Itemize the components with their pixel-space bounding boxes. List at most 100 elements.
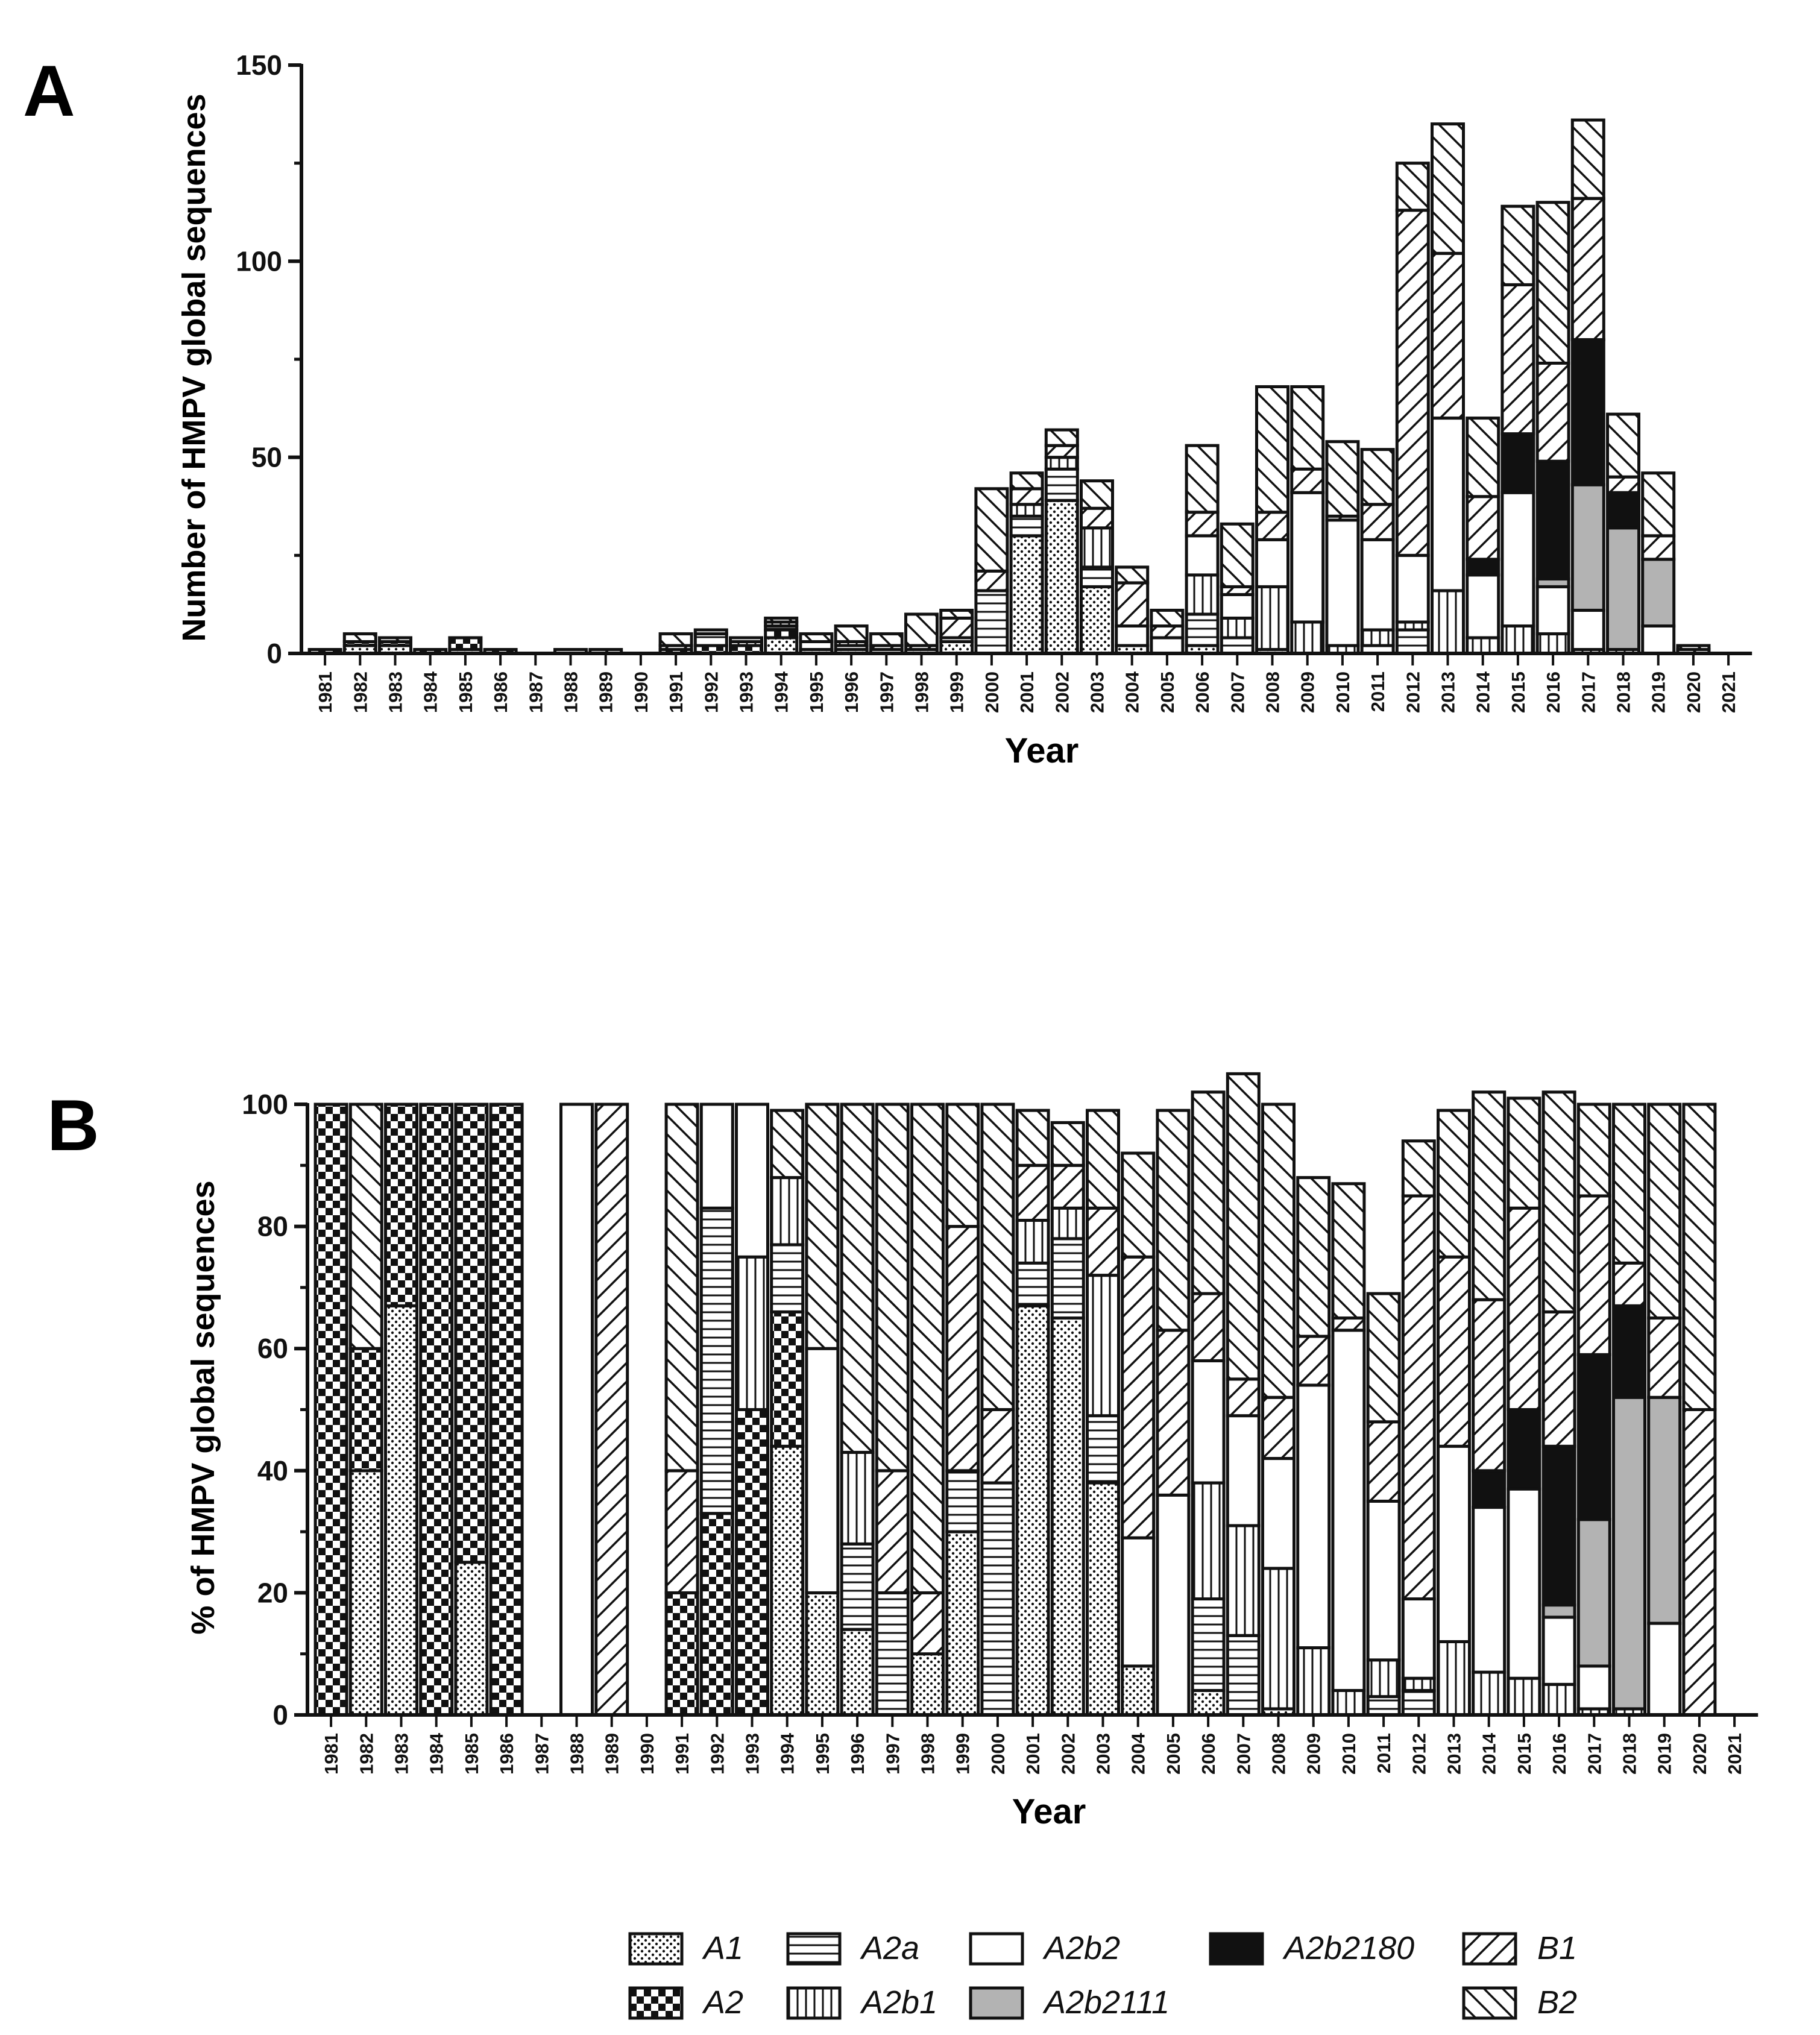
bar-a-2007-a2a xyxy=(1220,636,1255,655)
bar-a-1992-a2a xyxy=(693,632,728,647)
bar-b-2011-a2b2 xyxy=(1366,1499,1401,1662)
bar-a-1995-b2 xyxy=(799,632,834,643)
bar-a-2002-a2b1 xyxy=(1044,456,1079,471)
bar-a-2007-a2b1 xyxy=(1220,616,1255,640)
bar-b-1992-a2b2 xyxy=(699,1102,734,1210)
x-tick-label-a-1985: 1985 xyxy=(455,672,476,713)
bar-a-1983-b2 xyxy=(378,636,412,643)
bar-b-1998-a1 xyxy=(910,1652,945,1717)
bar-a-2002-b1 xyxy=(1044,444,1079,459)
x-tick-label-b-1986: 1986 xyxy=(496,1733,517,1775)
bar-b-1996-a2a xyxy=(840,1542,875,1631)
legend-label-a2: A2 xyxy=(702,1984,743,2021)
legend-swatch-a1 xyxy=(628,1932,684,1966)
bar-b-2008-a2b1 xyxy=(1261,1567,1296,1711)
bars-panel-b xyxy=(313,1072,1717,1717)
x-tick-label-a-1997: 1997 xyxy=(876,672,897,713)
bar-b-1994-a2a xyxy=(770,1243,805,1313)
bar-a-2009-a2b2 xyxy=(1290,491,1325,624)
bar-b-2001-b1 xyxy=(1015,1163,1050,1222)
x-tick-label-a-2007: 2007 xyxy=(1227,672,1248,713)
bar-b-2005-a2b2 xyxy=(1156,1493,1191,1717)
bar-a-2000-a2a xyxy=(974,589,1009,655)
bar-a-2015-a2b2 xyxy=(1500,491,1535,627)
bar-b-2014-b2 xyxy=(1472,1090,1507,1301)
axes-panel-a xyxy=(288,63,1752,665)
bar-a-2005-b1 xyxy=(1150,624,1185,640)
bar-a-2016-a2b2180 xyxy=(1535,459,1570,580)
legend-swatch-a2a xyxy=(786,1932,842,1966)
bar-b-1999-b2 xyxy=(945,1102,980,1228)
bar-a-2017-b1 xyxy=(1570,197,1605,341)
bar-a-2007-b2 xyxy=(1220,522,1255,588)
bar-a-2020-b2 xyxy=(1676,644,1711,651)
bar-a-1982-b2 xyxy=(342,632,377,643)
bar-b-2016-a2b2 xyxy=(1541,1615,1576,1686)
y-tick-label-b-100: 100 xyxy=(242,1089,288,1120)
x-tick-label-a-2000: 2000 xyxy=(981,672,1003,713)
bar-a-2001-a1 xyxy=(1009,534,1044,655)
bar-a-1991-b2 xyxy=(658,632,693,647)
bar-a-1993-a2b2 xyxy=(729,636,763,643)
legend-label-b2: B2 xyxy=(1537,1984,1577,2021)
bar-b-2007-a2b1 xyxy=(1226,1524,1261,1637)
bar-b-2010-b2 xyxy=(1331,1182,1366,1320)
bar-b-2018-a2b2111 xyxy=(1612,1395,1646,1711)
legend-swatch-b1 xyxy=(1462,1932,1517,1966)
bar-b-2020-b1 xyxy=(1682,1408,1717,1717)
bar-a-1994-b2 xyxy=(764,616,799,624)
x-tick-label-b-2002: 2002 xyxy=(1057,1733,1078,1775)
bar-b-2006-a1 xyxy=(1191,1688,1226,1717)
bar-a-1998-b2 xyxy=(904,612,939,647)
x-tick-label-a-2012: 2012 xyxy=(1402,672,1423,713)
x-tick-label-b-1990: 1990 xyxy=(637,1733,658,1775)
bar-b-2015-b1 xyxy=(1507,1206,1541,1411)
bar-b-2017-a2b2 xyxy=(1576,1664,1611,1711)
y-axis-title-b: % of HMPV global sequences xyxy=(185,1180,221,1634)
x-tick-label-a-2015: 2015 xyxy=(1508,672,1529,713)
bar-a-2014-b2 xyxy=(1466,417,1500,499)
bar-a-2009-a2b1 xyxy=(1290,620,1325,655)
x-tick-label-b-1981: 1981 xyxy=(321,1733,342,1775)
bar-b-2013-a2b2 xyxy=(1437,1444,1471,1643)
bar-a-2008-b2 xyxy=(1255,385,1289,514)
bar-a-1994-a1 xyxy=(764,636,799,655)
bar-b-2015-a2b2180 xyxy=(1507,1408,1541,1491)
bar-a-1999-b2 xyxy=(939,608,974,620)
bar-b-2003-b1 xyxy=(1086,1206,1120,1277)
bar-b-1999-a2a xyxy=(945,1469,980,1533)
bar-a-1997-b2 xyxy=(869,632,904,647)
legend-label-a2a: A2a xyxy=(860,1930,919,1966)
bar-b-2010-b1 xyxy=(1331,1316,1366,1332)
bar-b-2012-a2b2 xyxy=(1401,1597,1436,1680)
bar-b-1985-a2 xyxy=(454,1102,489,1564)
bar-a-2000-b1 xyxy=(974,569,1009,593)
bar-b-2012-b1 xyxy=(1401,1194,1436,1601)
x-tick-label-a-2005: 2005 xyxy=(1157,672,1178,713)
bar-a-2011-a2b2 xyxy=(1360,538,1395,632)
x-tick-labels-panel-a: 1981 1982 1983 1984 1985 1986 1987 1988 1989 1990… xyxy=(315,671,1739,713)
bar-b-2016-b1 xyxy=(1541,1310,1576,1448)
x-tick-labels-panel-b: 1981 1982 1983 1984 1985 1986 1987 1988 1989 1990… xyxy=(321,1732,1745,1775)
bar-b-2019-a2b2111 xyxy=(1647,1395,1682,1625)
bar-b-2010-a2b2 xyxy=(1331,1329,1366,1692)
x-tick-label-a-1986: 1986 xyxy=(490,672,511,713)
bar-a-2019-b2 xyxy=(1641,471,1676,538)
bar-a-2012-b1 xyxy=(1395,209,1430,557)
legend-swatch-a2 xyxy=(628,1986,684,2020)
y-tick-label-a-100: 100 xyxy=(236,245,282,277)
bar-b-1996-a2b1 xyxy=(840,1450,875,1546)
bar-b-2007-b2 xyxy=(1226,1072,1261,1381)
bar-b-1983-a1 xyxy=(384,1304,418,1717)
bar-a-2006-a2b1 xyxy=(1185,573,1220,616)
bar-a-2013-b1 xyxy=(1431,251,1465,420)
x-tick-label-b-2000: 2000 xyxy=(987,1733,1009,1775)
x-tick-label-a-1995: 1995 xyxy=(806,672,827,713)
bar-b-1995-a2b2 xyxy=(805,1347,840,1594)
bar-a-2015-b2 xyxy=(1500,204,1535,286)
x-tick-label-a-2006: 2006 xyxy=(1192,672,1213,713)
y-tick-label-b-40: 40 xyxy=(257,1455,288,1486)
bar-b-2013-b1 xyxy=(1437,1255,1471,1448)
x-tick-label-b-1997: 1997 xyxy=(882,1733,903,1775)
x-tick-label-b-2014: 2014 xyxy=(1479,1732,1500,1775)
